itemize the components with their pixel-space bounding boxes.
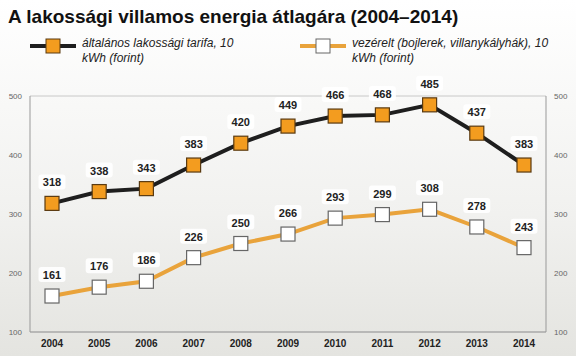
svg-text:2004: 2004 xyxy=(41,338,64,349)
svg-text:2006: 2006 xyxy=(135,338,158,349)
svg-text:278: 278 xyxy=(468,200,486,212)
svg-text:2005: 2005 xyxy=(88,338,111,349)
svg-text:299: 299 xyxy=(373,188,391,200)
svg-text:400: 400 xyxy=(9,151,23,160)
svg-text:383: 383 xyxy=(184,138,202,150)
svg-text:300: 300 xyxy=(554,210,568,219)
svg-text:485: 485 xyxy=(420,78,438,90)
svg-text:300: 300 xyxy=(9,210,23,219)
svg-text:468: 468 xyxy=(373,88,391,100)
svg-text:500: 500 xyxy=(554,92,568,101)
svg-text:2012: 2012 xyxy=(418,338,441,349)
svg-text:200: 200 xyxy=(554,269,568,278)
svg-text:176: 176 xyxy=(90,260,108,272)
svg-text:2009: 2009 xyxy=(277,338,300,349)
svg-text:449: 449 xyxy=(279,99,297,111)
svg-text:2013: 2013 xyxy=(466,338,489,349)
svg-text:293: 293 xyxy=(326,191,344,203)
svg-text:2010: 2010 xyxy=(324,338,347,349)
svg-text:200: 200 xyxy=(9,269,23,278)
html-text:vezérelt (bojlerek, villanykál: vezérelt (bojlerek, villanykályhák), 10 … xyxy=(352,36,549,65)
svg-text:2007: 2007 xyxy=(182,338,205,349)
svg-text:500: 500 xyxy=(9,92,23,101)
svg-text:226: 226 xyxy=(184,231,202,243)
svg-text:161: 161 xyxy=(43,269,61,281)
svg-text:343: 343 xyxy=(137,162,155,174)
svg-text:400: 400 xyxy=(554,151,568,160)
svg-text:266: 266 xyxy=(279,207,297,219)
svg-text:2011: 2011 xyxy=(372,338,394,349)
svg-text:383: 383 xyxy=(515,138,533,150)
svg-text:2008: 2008 xyxy=(230,338,253,349)
svg-text:243: 243 xyxy=(515,221,533,233)
svg-text:186: 186 xyxy=(137,254,155,266)
svg-text:100: 100 xyxy=(9,328,23,337)
svg-text:2014: 2014 xyxy=(513,338,536,349)
svg-text:100: 100 xyxy=(554,328,568,337)
svg-text:318: 318 xyxy=(43,176,61,188)
html-text:A lakossági villamos energia á: A lakossági villamos energia átlagára (2… xyxy=(8,6,459,27)
svg-text:466: 466 xyxy=(326,89,344,101)
html-text:általános lakossági tarifa, 10: általános lakossági tarifa, 10 kWh (fori… xyxy=(82,36,234,65)
svg-text:420: 420 xyxy=(232,116,250,128)
svg-text:338: 338 xyxy=(90,165,108,177)
svg-text:308: 308 xyxy=(420,182,438,194)
svg-text:437: 437 xyxy=(468,106,486,118)
svg-text:250: 250 xyxy=(232,217,250,229)
